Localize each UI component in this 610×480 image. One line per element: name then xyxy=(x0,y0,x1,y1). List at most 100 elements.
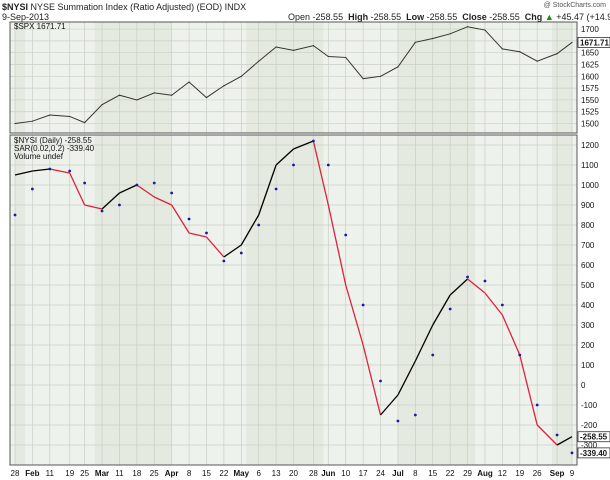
sar-dot xyxy=(518,353,522,357)
nysi-segment xyxy=(556,436,573,446)
legend-entry: SAR(0.02,0.2) -339.40 xyxy=(14,144,95,153)
sar-dot xyxy=(135,183,139,187)
spx-point xyxy=(275,46,277,48)
y-tick-label: 1650 xyxy=(581,49,599,58)
chart-date: 9-Sep-2013 xyxy=(2,12,50,22)
spx-point xyxy=(362,78,364,80)
sar-dot xyxy=(31,187,34,191)
nysi-segment xyxy=(14,170,33,176)
spx-point xyxy=(432,37,434,40)
nysi-segment xyxy=(312,140,329,206)
spx-point xyxy=(240,75,242,77)
nysi-segment xyxy=(101,192,120,210)
sar-dot xyxy=(500,303,504,307)
x-tick-label: Apr xyxy=(165,469,179,478)
x-tick-label: 22 xyxy=(446,469,455,478)
sar-dot xyxy=(311,139,315,143)
sar-dot xyxy=(344,233,348,237)
nysi-segment xyxy=(414,324,434,362)
x-tick-label: 15 xyxy=(428,469,437,478)
y-tick-label: 900 xyxy=(581,201,595,210)
spx-point xyxy=(171,94,173,96)
legend-spx: $SPX 1671.71 xyxy=(14,22,66,31)
spx-last-value: 1671.71 xyxy=(580,38,609,47)
sar-dot xyxy=(570,451,574,455)
x-tick-label: 8 xyxy=(413,469,418,478)
sar-dot xyxy=(170,191,174,195)
high-value: -258.55 xyxy=(370,12,402,22)
sar-dot xyxy=(274,187,278,191)
sar-dot xyxy=(13,213,17,217)
nysi-segment xyxy=(49,168,70,174)
sar-dot xyxy=(205,231,208,235)
nysi-segment xyxy=(519,354,538,426)
y-tick-label: 1700 xyxy=(581,25,599,34)
y-tick-label: 800 xyxy=(581,221,595,230)
sar-dot xyxy=(379,379,382,383)
nysi-segment xyxy=(536,424,558,446)
spx-point xyxy=(49,114,51,116)
nysi-segment xyxy=(432,294,451,326)
spx-point xyxy=(84,122,86,124)
x-tick-label: 26 xyxy=(533,469,542,478)
x-tick-label: 12 xyxy=(498,469,507,478)
month-band xyxy=(15,22,25,133)
sar-dot xyxy=(483,279,487,283)
y-tick-label: 500 xyxy=(581,281,595,290)
spx-point xyxy=(14,122,16,125)
month-band xyxy=(397,135,476,465)
nysi-segment xyxy=(362,344,382,416)
y-tick-label: 1000 xyxy=(581,181,599,190)
nysi-segment xyxy=(136,184,155,198)
sar-dot xyxy=(239,251,243,255)
y-tick-label: 1200 xyxy=(581,141,599,150)
sar-dot xyxy=(152,181,156,185)
panel-border xyxy=(9,21,578,134)
sar-dot xyxy=(118,203,121,207)
spx-point xyxy=(556,53,558,55)
watermark: @ StockCharts.com xyxy=(543,2,606,9)
exchange: INDX xyxy=(224,2,247,12)
x-tick-label: 11 xyxy=(46,469,55,478)
spx-point xyxy=(397,66,399,68)
nysi-segment xyxy=(205,236,225,258)
high-label: High xyxy=(348,12,369,22)
y-tick-label: 300 xyxy=(581,321,595,330)
nysi-segment xyxy=(275,148,294,166)
spx-point xyxy=(69,115,71,118)
nysi-last-value: -258.55 xyxy=(580,433,608,442)
x-tick-label: 19 xyxy=(65,469,74,478)
x-tick-label: 22 xyxy=(219,469,228,478)
sar-dot xyxy=(222,259,226,263)
low-value: -258.55 xyxy=(426,12,458,22)
y-tick-label: 200 xyxy=(581,341,595,350)
x-tick-label: Jun xyxy=(321,469,335,478)
x-tick-label: Aug xyxy=(477,469,493,478)
nysi-segment xyxy=(32,168,50,172)
y-tick-label: -300 xyxy=(581,441,598,450)
nysi-segment xyxy=(69,172,86,206)
low-label: Low xyxy=(406,12,425,22)
y-tick-label: -100 xyxy=(581,401,598,410)
sar-dot xyxy=(361,303,365,307)
spx-last-value-box xyxy=(577,37,610,48)
x-tick-label: 20 xyxy=(289,469,298,478)
spx-point xyxy=(379,75,382,77)
sar-dot xyxy=(257,223,261,227)
ohlc-summary: Open -258.55 High -258.55 Low -258.55 Cl… xyxy=(288,12,610,22)
spx-point xyxy=(466,26,469,28)
month-band xyxy=(246,22,324,133)
nysi-segment xyxy=(188,232,207,238)
nysi-segment xyxy=(171,204,190,234)
x-tick-label: May xyxy=(234,469,250,478)
y-tick-label: 600 xyxy=(581,261,595,270)
y-tick-label: 1600 xyxy=(581,72,599,81)
spx-point xyxy=(501,48,503,50)
month-band xyxy=(94,135,172,465)
spx-point xyxy=(223,85,225,87)
symbol: $NYSI xyxy=(2,2,29,12)
up-triangle-icon: ▲ xyxy=(544,12,554,22)
y-tick-label: 100 xyxy=(581,361,595,370)
spx-point xyxy=(292,49,295,51)
